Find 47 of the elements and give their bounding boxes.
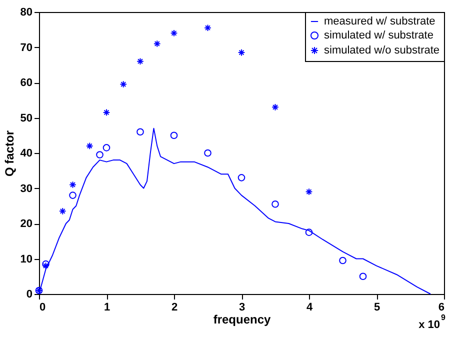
point [58,208,66,215]
y-tick-label: 30 [20,182,32,195]
y-tick-label: 10 [20,253,32,266]
point [120,80,128,88]
y-tick-label: 80 [20,6,32,18]
y-axis-title: Q factor [2,130,16,177]
point [204,149,212,157]
x-tick-label: 2 [171,302,178,314]
point [69,192,76,199]
point [339,256,346,264]
legend-label: measured w/ substrate [324,16,436,28]
point [69,181,76,188]
x-tick-label: 3 [238,302,246,314]
legend-label: simulated w/o substrate [324,44,440,56]
y-tick-label: 0 [26,288,32,300]
point [238,48,246,56]
point [305,228,313,236]
point [238,174,246,182]
point [204,24,212,32]
point [136,58,144,66]
point [86,142,94,150]
point [272,200,279,208]
point [136,128,144,136]
x-tick-label: 6 [438,302,444,314]
y-tick-label: 40 [20,148,32,160]
y-tick-label: 20 [20,218,32,230]
y-tick-label: 70 [20,42,32,54]
point [305,188,313,196]
point [170,29,178,37]
x-tick-label: 0 [40,302,46,314]
y-tick-label: 60 [20,77,32,89]
legend-label: simulated w/ substrate [324,30,434,42]
x-tick-label: 1 [104,302,110,314]
point [153,40,161,48]
y-tick-label: 50 [20,112,32,124]
point [42,262,50,270]
point [102,108,110,116]
x-tick-label: 4 [306,302,314,314]
x-tick-label: 5 [374,302,380,314]
line-series [38,128,431,294]
point [170,132,178,140]
point [42,260,50,268]
point [272,104,279,111]
x-axis-title: frequency [213,312,271,326]
point [359,272,367,280]
point [102,144,110,152]
point [96,151,104,158]
